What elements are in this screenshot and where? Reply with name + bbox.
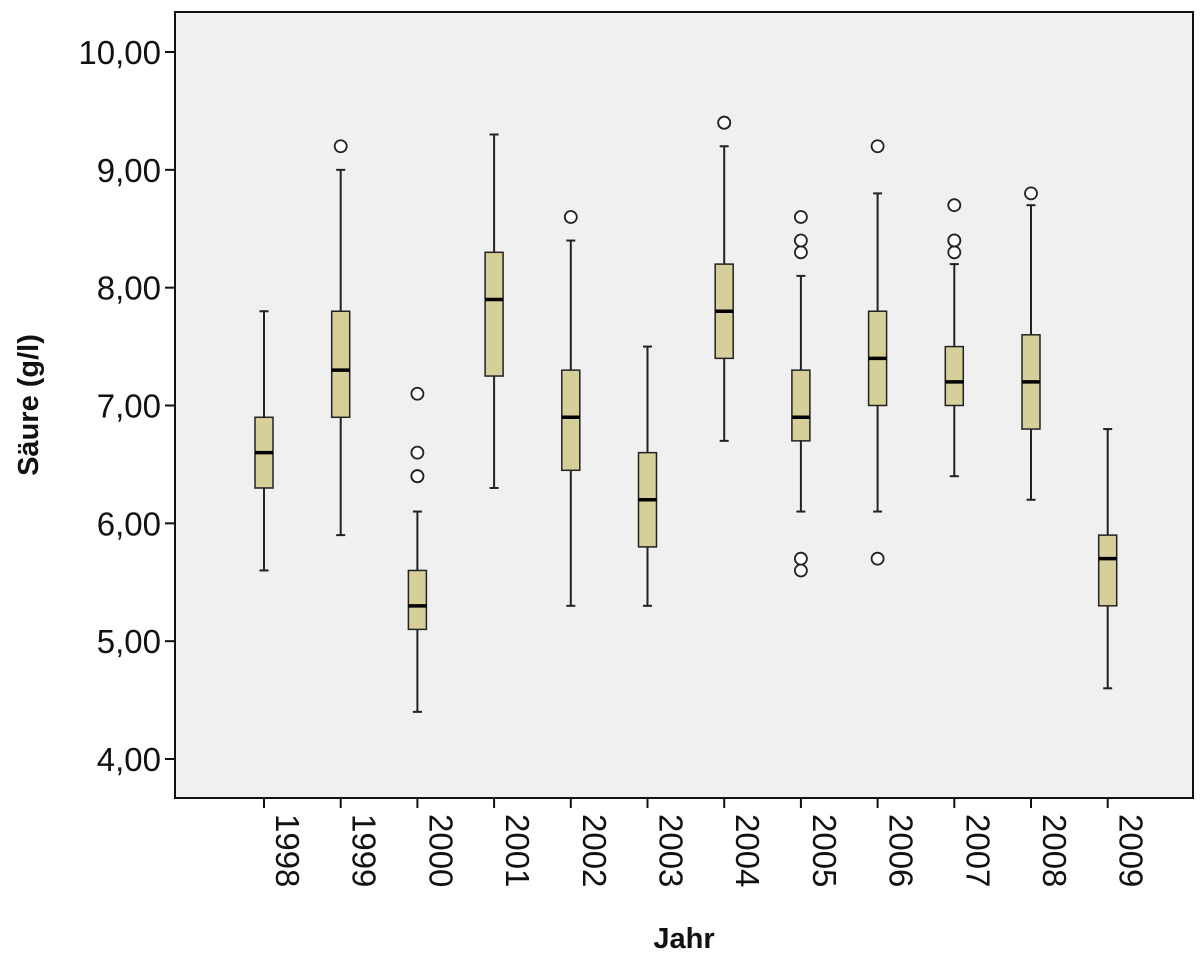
box-2003 (637, 345, 658, 607)
iqr-box (944, 345, 965, 407)
x-tick-label-1998: 1998 (269, 814, 306, 887)
x-tick-label-2000: 2000 (422, 814, 459, 887)
outlier-point (717, 115, 732, 130)
box-2008 (1021, 186, 1041, 501)
box-2005 (791, 210, 811, 578)
box-1999 (330, 139, 351, 537)
x-axis-title: Jahr (653, 923, 714, 955)
outlier-point (1024, 186, 1038, 201)
iqr-box (1097, 534, 1118, 607)
outlier-point (794, 563, 808, 578)
x-tick-label-2009: 2009 (1113, 814, 1150, 887)
x-tick-label-2006: 2006 (883, 814, 920, 887)
box-2009 (1097, 428, 1118, 690)
x-tick-label-2007: 2007 (959, 814, 996, 887)
outlier-point (947, 245, 962, 260)
outlier-point (333, 139, 348, 154)
x-tick-label-2001: 2001 (499, 814, 536, 887)
outlier-point (794, 233, 808, 248)
outlier-point (794, 551, 808, 566)
y-tick-label: 10,00 (78, 34, 161, 71)
box-2002 (561, 210, 581, 607)
iqr-box (407, 569, 428, 631)
outlier-point (870, 551, 885, 566)
y-tick-label: 9,00 (97, 152, 161, 189)
iqr-box (791, 369, 811, 442)
y-tick-label: 7,00 (97, 388, 161, 425)
y-tick-label: 8,00 (97, 270, 161, 307)
y-tick-label: 6,00 (97, 505, 161, 542)
y-tick-label: 4,00 (97, 741, 161, 778)
x-tick-label-2005: 2005 (806, 814, 843, 887)
box-1998 (254, 310, 274, 572)
box-2004 (714, 115, 734, 442)
x-axis: 1998 1999 2000 2001 2002 2003 2004 2005 2006 2007… (263, 798, 1150, 887)
outlier-point (794, 210, 808, 224)
box-series (254, 115, 1118, 713)
box-2000 (407, 386, 428, 713)
box-2007 (944, 198, 965, 478)
outlier-point (410, 469, 425, 484)
outlier-point (794, 245, 808, 260)
x-tick-label-2008: 2008 (1036, 814, 1073, 887)
iqr-box (484, 251, 504, 377)
iqr-box (561, 369, 581, 472)
box-2006 (867, 139, 888, 566)
x-tick-label-2004: 2004 (729, 814, 766, 887)
y-axis: 4,00 5,00 6,00 7,00 8,00 9,00 10,00 (78, 34, 175, 778)
x-tick-label-2003: 2003 (653, 814, 690, 887)
outlier-point (947, 233, 962, 248)
x-tick-label-2002: 2002 (576, 814, 613, 887)
y-axis-title: Säure (g/l) (13, 334, 45, 476)
outlier-point (563, 210, 578, 224)
outlier-point (870, 139, 885, 154)
iqr-box (330, 310, 351, 419)
outlier-point (947, 198, 962, 213)
x-tick-label-1999: 1999 (346, 814, 383, 887)
outlier-point (410, 386, 425, 401)
y-tick-label: 5,00 (97, 623, 161, 660)
outlier-point (410, 445, 425, 460)
box-2001 (484, 133, 504, 489)
